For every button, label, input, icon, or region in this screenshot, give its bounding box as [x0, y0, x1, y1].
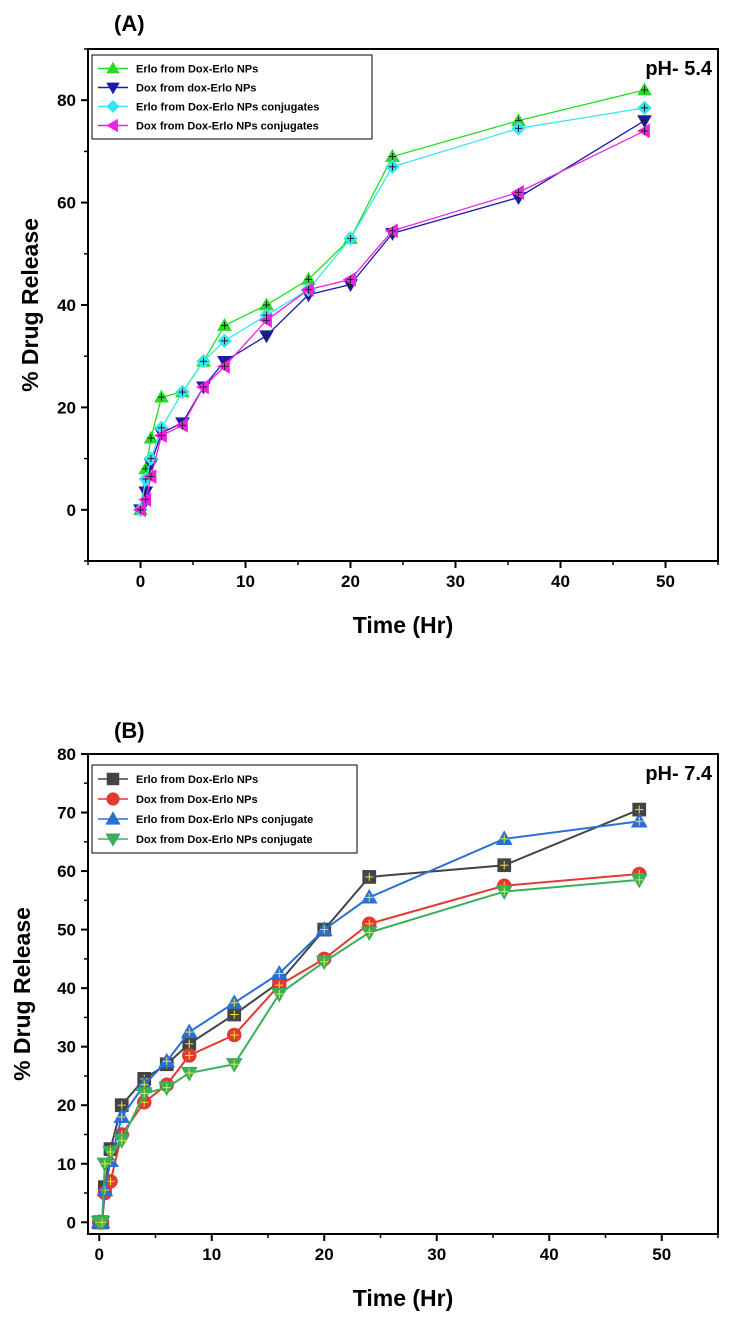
y-tick-label: 60 [57, 194, 76, 213]
x-tick-label: 10 [202, 1245, 221, 1264]
x-tick-label: 40 [551, 572, 570, 591]
x-tick-label: 0 [95, 1245, 104, 1264]
legend-item: Erlo from Dox-Erlo NPs [98, 61, 258, 76]
legend-item: Erlo from Dox-Erlo NPs conjugates [98, 99, 319, 114]
plot-frame [87, 753, 719, 1235]
legend-item: Erlo from Dox-Erlo NPs conjugate [98, 811, 313, 826]
x-tick-label: 0 [136, 572, 145, 591]
legend-label: Dox from Dox-Erlo NPs conjugate [136, 834, 313, 846]
legend-label: Dox from Dox-Erlo NPs conjugates [136, 121, 319, 133]
y-tick-label: 20 [57, 1096, 76, 1115]
x-tick-label: 20 [315, 1245, 334, 1264]
y-tick-label: 60 [57, 862, 76, 881]
y-tick-label: 10 [57, 1155, 76, 1174]
x-axis-title: Time (Hr) [353, 1285, 454, 1311]
series-line [139, 130, 645, 511]
legend-item: Erlo from Dox-Erlo NPs [98, 772, 258, 786]
x-tick-label: 20 [341, 572, 360, 591]
ph-annotation: pH- 7.4 [645, 763, 713, 785]
x-tick-label: 10 [236, 572, 255, 591]
legend-item: Dox from dox-Erlo NPs [98, 83, 256, 95]
legend-label: Dox from dox-Erlo NPs [136, 83, 256, 95]
legend: Erlo from Dox-Erlo NPs Dox from Dox-Erlo … [91, 764, 358, 854]
legend-item: Dox from Dox-Erlo NPs [98, 792, 258, 806]
panel-label: (B) [114, 718, 145, 743]
legend-label: Erlo from Dox-Erlo NPs [136, 64, 258, 76]
x-tick-label: 30 [446, 572, 465, 591]
x-axis-title: Time (Hr) [353, 612, 454, 638]
legend-item: Dox from Dox-Erlo NPs conjugates [98, 118, 319, 133]
ph-annotation: pH- 5.4 [645, 58, 713, 80]
y-tick-label: 0 [67, 501, 76, 520]
series-1 [92, 802, 647, 1230]
y-axis-title: % Drug Release [17, 218, 43, 392]
y-tick-label: 20 [57, 398, 76, 417]
series-2 [92, 866, 647, 1230]
y-tick-label: 40 [57, 979, 76, 998]
y-tick-label: 80 [57, 91, 76, 110]
legend-marker [105, 833, 121, 847]
legend-label: Erlo from Dox-Erlo NPs conjugates [136, 102, 319, 114]
x-tick-label: 30 [427, 1245, 446, 1264]
y-tick-label: 80 [57, 745, 76, 764]
legend-box [91, 764, 358, 854]
series-2 [133, 115, 652, 518]
legend-marker [105, 811, 121, 825]
series-line [139, 120, 645, 510]
legend-marker [106, 772, 120, 786]
panel-label: (A) [114, 11, 145, 36]
x-tick-label: 50 [652, 1245, 671, 1264]
legend-box [91, 54, 373, 140]
chart-panel-a: 0 10 20 30 40 50 0 20 40 60 80 Time (Hr) % Drug Rele… [17, 11, 719, 638]
y-tick-label: 40 [57, 296, 76, 315]
legend-label: Erlo from Dox-Erlo NPs [136, 774, 258, 786]
legend-marker [106, 99, 120, 114]
y-tick-label: 30 [57, 1038, 76, 1057]
legend-item: Dox from Dox-Erlo NPs conjugate [98, 833, 313, 847]
legend: Erlo from Dox-Erlo NPs Dox from dox-Erlo … [91, 54, 373, 140]
x-tick-label: 40 [540, 1245, 559, 1264]
legend-marker [106, 82, 120, 95]
legend-label: Erlo from Dox-Erlo NPs conjugate [136, 814, 313, 826]
series-1 [133, 82, 652, 516]
legend-marker [106, 61, 120, 74]
y-tick-label: 70 [57, 804, 76, 823]
x-tick-label: 50 [656, 572, 675, 591]
legend-marker [106, 118, 118, 133]
legend-marker [106, 792, 120, 806]
series-4 [132, 123, 650, 518]
y-tick-label: 50 [57, 921, 76, 940]
legend-label: Dox from Dox-Erlo NPs [136, 794, 258, 806]
y-tick-label: 0 [67, 1213, 76, 1232]
y-axis-title: % Drug Release [9, 907, 35, 1081]
series-4 [90, 873, 648, 1231]
chart-panel-b: 0 10 20 30 40 50 0 10 20 30 40 50 60 70 80 Time (Hr) % D… [9, 718, 719, 1311]
